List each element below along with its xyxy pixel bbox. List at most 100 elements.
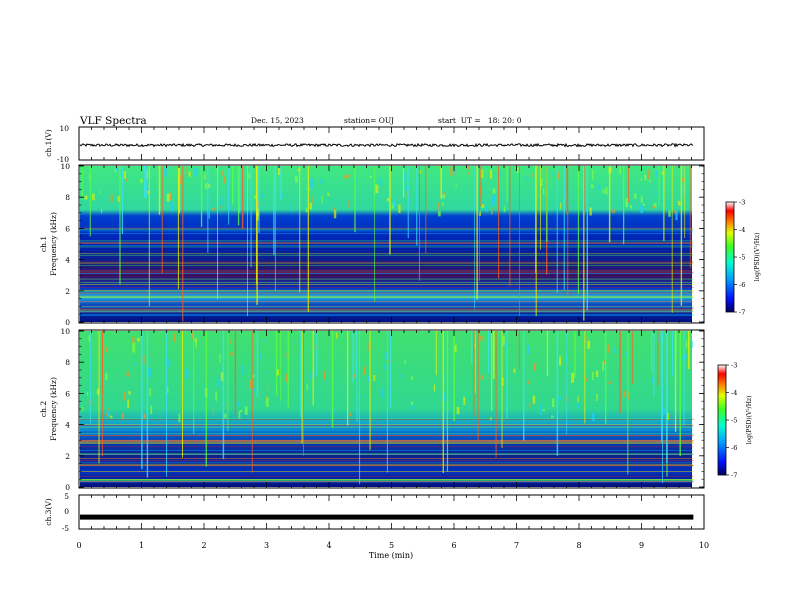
spectral-speckle: [398, 204, 401, 213]
y-tick-label: 6: [65, 389, 70, 398]
spectral-speckle: [614, 347, 617, 354]
spectral-speckle: [399, 373, 401, 379]
ch2-spectrogram-ticks: [78, 330, 705, 488]
spectral-speckle: [653, 202, 657, 208]
spectral-speckle: [675, 210, 678, 221]
spectral-speckle: [149, 388, 152, 397]
spectral-speckle: [525, 177, 529, 180]
y-tick-label: 8: [65, 358, 70, 367]
y-tick-label: 8: [65, 193, 70, 202]
ch2-colorbar-ticks: -3 -4 -5 -6 -7: [726, 362, 737, 480]
spectral-speckle: [404, 185, 407, 191]
spectral-speckle: [170, 202, 174, 211]
spectral-speckle: [571, 372, 575, 383]
spectral-speckle: [369, 175, 373, 178]
x-axis-tick-labels: 0 1 2 3 4 5 6 7 8 9 10: [76, 541, 709, 550]
spectral-speckle: [597, 184, 601, 191]
ch1-spectrogram-ylabel-2: Frequency (kHz): [49, 212, 58, 276]
spectral-speckle: [527, 344, 530, 355]
spectral-speckle: [384, 351, 388, 361]
ch2-colorbar-label: log(PSD)(V²/Hz): [746, 396, 753, 445]
ch1-colorbar-bar: [725, 201, 735, 313]
spectral-speckle: [651, 377, 654, 384]
spectral-speckle: [320, 179, 323, 184]
spectral-speckle: [608, 381, 611, 384]
ch1-waveform-panel: 10 -10 ch.1(V): [44, 124, 705, 164]
spectral-speckle: [690, 340, 693, 348]
spectral-speckle: [140, 178, 143, 183]
spectral-speckle: [220, 372, 224, 381]
spectral-speckle: [294, 341, 297, 345]
spectral-speckle: [652, 205, 656, 209]
spectral-speckle: [381, 387, 385, 398]
spectral-speckle: [166, 386, 169, 394]
spectral-speckle: [123, 391, 126, 401]
colorbar-tick-label: -5: [739, 254, 745, 262]
spectral-speckle: [265, 371, 268, 375]
spectral-speckle: [281, 193, 284, 197]
spectral-speckle: [81, 406, 84, 411]
spectral-speckle: [191, 331, 193, 340]
spectral-speckle: [531, 174, 533, 177]
spectral-speckle: [348, 174, 351, 178]
y-tick-label: 4: [65, 256, 70, 265]
spectral-speckle: [173, 333, 176, 343]
spectral-speckle: [259, 353, 261, 359]
spectral-speckle: [550, 171, 554, 175]
spectral-speckle: [455, 184, 457, 188]
spectral-speckle: [81, 188, 84, 191]
spectral-speckle: [486, 205, 488, 212]
x-tick-label: 4: [326, 541, 331, 550]
spectral-speckle: [630, 205, 632, 209]
spectral-speckle: [219, 353, 221, 363]
spectral-speckle: [433, 384, 436, 392]
spectral-speckle: [406, 190, 409, 198]
date-label: Dec. 15, 2023: [251, 116, 304, 125]
spectral-speckle: [551, 398, 555, 408]
spectral-speckle: [634, 193, 637, 199]
spectral-speckle: [596, 370, 599, 378]
spectral-speckle: [453, 169, 457, 174]
spectral-speckle: [208, 211, 210, 219]
spectral-speckle: [587, 340, 591, 349]
spectral-speckle: [640, 178, 642, 181]
ch2-colorbar: -3 -4 -5 -6 -7 log(PSD)(V²/Hz): [717, 362, 753, 480]
spectral-speckle: [252, 375, 255, 378]
colorbar-tick-label: -4: [731, 389, 737, 397]
spectral-speckle: [306, 383, 308, 391]
spectral-speckle: [674, 210, 677, 214]
ch1-spectrogram-panel: 0 2 4 6 8 10 ch.1 Frequency (kHz): [39, 162, 705, 327]
spectral-speckle: [388, 359, 392, 363]
ch1-waveform-trace: [79, 142, 694, 148]
spectral-speckle: [88, 335, 91, 342]
spectral-speckle: [623, 390, 626, 398]
spectral-speckle: [92, 193, 95, 201]
spectral-speckle: [678, 200, 681, 206]
spectral-speckle: [591, 169, 594, 180]
colorbar-tick-label: -6: [739, 281, 745, 289]
spectral-speckle: [137, 337, 140, 342]
spectral-speckle: [367, 376, 370, 383]
spectral-speckle: [126, 371, 129, 377]
spectral-speckle: [467, 172, 470, 175]
spectral-speckle: [410, 401, 413, 405]
ch3-waveform-panel: 5 0 -5 ch.3(V): [44, 492, 705, 533]
colorbar-tick-label: -6: [731, 444, 737, 452]
x-tick-label: 7: [514, 541, 519, 550]
spectral-speckle: [249, 379, 253, 389]
spectral-speckle: [263, 338, 266, 343]
spectral-speckle: [166, 193, 170, 202]
ch3-waveform-ylabel: ch.3(V): [44, 498, 53, 526]
spectral-speckle: [584, 208, 587, 212]
ch1-colorbar-ticks: -3 -4 -5 -6 -7: [734, 199, 745, 317]
spectral-speckle: [463, 396, 466, 405]
spectral-speckle: [212, 207, 216, 211]
ch2-spectrogram-ylabel-2: Frequency (kHz): [49, 377, 58, 441]
ch1-colorbar: -3 -4 -5 -6 -7 log(PSD)(V²/Hz): [725, 199, 761, 317]
spectral-speckle: [109, 415, 113, 418]
spectral-speckle: [668, 210, 671, 217]
spectral-speckle: [333, 408, 335, 413]
spectral-speckle: [586, 335, 588, 344]
spectral-speckle: [150, 405, 153, 415]
